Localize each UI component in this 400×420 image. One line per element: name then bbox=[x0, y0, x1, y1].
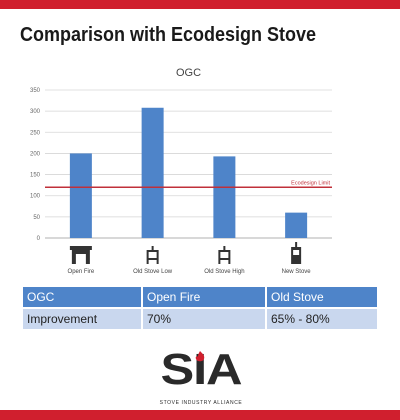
bar bbox=[141, 107, 164, 238]
chart-title: OGC bbox=[176, 67, 201, 79]
bar bbox=[213, 156, 236, 238]
y-tick-label: 250 bbox=[30, 130, 41, 136]
y-tick-label: 200 bbox=[30, 151, 41, 157]
x-tick-label: Old Stove High bbox=[204, 269, 244, 275]
table-cell: 70% bbox=[143, 309, 265, 329]
y-tick-label: 300 bbox=[30, 109, 41, 115]
stove-icon bbox=[156, 260, 159, 264]
stove-icon bbox=[228, 260, 231, 264]
fireplace-icon bbox=[75, 254, 86, 264]
stove-icon bbox=[218, 260, 221, 264]
x-tick-label: New Stove bbox=[282, 269, 312, 275]
table-header-cell: OGC bbox=[23, 287, 141, 307]
stove-icon bbox=[293, 250, 300, 255]
table-cell: 65% - 80% bbox=[267, 309, 377, 329]
logo-subtitle: STOVE INDUSTRY ALLIANCE bbox=[159, 400, 243, 406]
table-header-cell: Old Stove bbox=[267, 287, 377, 307]
table-cell: Improvement bbox=[23, 309, 141, 329]
bottom-accent-bar bbox=[0, 410, 400, 420]
bar bbox=[285, 212, 308, 238]
stove-icon bbox=[291, 247, 302, 264]
page-heading: Comparison with Ecodesign Stove bbox=[20, 24, 317, 46]
ogc-bar-chart: OGC 0 50 100 150 200 250 300 350 Ecodesign Limit O… bbox=[30, 67, 332, 275]
comparison-table: OGC Open Fire Old Stove Improvement 70% … bbox=[21, 285, 379, 331]
stove-icon bbox=[220, 252, 229, 258]
stove-icon bbox=[295, 242, 298, 247]
stove-icon bbox=[146, 260, 149, 264]
stove-icon bbox=[223, 246, 226, 250]
x-tick-label: Open Fire bbox=[68, 269, 95, 275]
table-row: Improvement 70% 65% - 80% bbox=[23, 309, 377, 329]
y-tick-label: 350 bbox=[30, 88, 41, 94]
fireplace-icon bbox=[69, 246, 92, 250]
y-tick-label: 100 bbox=[30, 194, 41, 200]
stove-icon bbox=[151, 246, 154, 250]
table-header-cell: Open Fire bbox=[143, 287, 265, 307]
top-accent-bar bbox=[0, 0, 400, 9]
ecodesign-limit-label: Ecodesign Limit bbox=[291, 180, 330, 186]
flame-icon bbox=[195, 351, 205, 362]
bar bbox=[69, 153, 92, 238]
y-tick-label: 50 bbox=[33, 215, 40, 221]
y-tick-label: 0 bbox=[37, 236, 41, 242]
sia-logo: SIA STOVE INDUSTRY ALLIANCE bbox=[160, 345, 243, 409]
x-tick-label: Old Stove Low bbox=[133, 269, 173, 275]
table-header-row: OGC Open Fire Old Stove bbox=[23, 287, 377, 307]
stove-icon bbox=[148, 252, 157, 258]
y-tick-label: 150 bbox=[30, 173, 41, 179]
